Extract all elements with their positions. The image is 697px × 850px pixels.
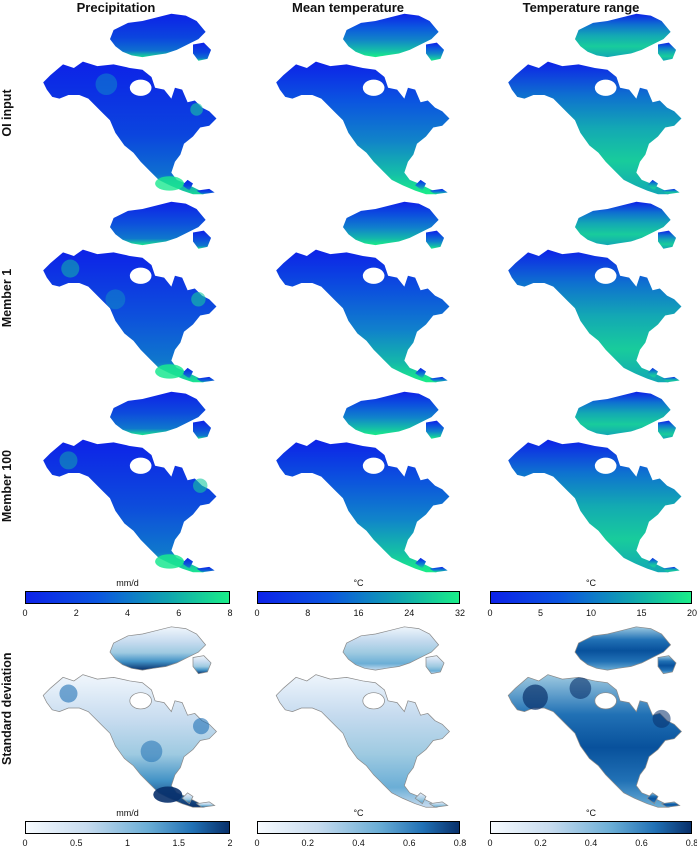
colorbar-gradient xyxy=(257,821,460,834)
colorbar-tick: 5 xyxy=(537,608,543,618)
map-oi-input-precipitation xyxy=(5,12,233,197)
colorbar-temperature-range: °C 0 5 10 15 20 xyxy=(487,578,697,620)
map-oi-input-mean-temperature xyxy=(238,12,466,197)
colorbar-tick: 0.6 xyxy=(635,838,648,848)
map-member-100-mean-temperature xyxy=(238,390,466,575)
colorbar-tick: 0 xyxy=(22,608,28,618)
colorbar-gradient xyxy=(25,821,230,834)
colorbar-sd-temperature-range: °C 0 0.2 0.4 0.6 0.8 xyxy=(487,808,697,850)
colorbar-unit: °C xyxy=(353,578,364,588)
colorbar-unit: mm/d xyxy=(116,808,139,818)
colorbar-unit: mm/d xyxy=(116,578,139,588)
colorbar-tick: 0.4 xyxy=(352,838,365,848)
map-sd-temperature-range xyxy=(470,625,697,810)
colorbar-unit: °C xyxy=(585,578,597,588)
column-title-precipitation: Precipitation xyxy=(76,0,156,15)
colorbar-sd-precipitation: mm/d 0 0.5 1 1.5 2 xyxy=(22,808,232,850)
column-title-temperature-range: Temperature range xyxy=(522,0,640,15)
colorbar-tick: 32 xyxy=(454,608,465,618)
colorbar-precipitation: mm/d 0 2 4 6 8 xyxy=(22,578,232,620)
colorbar-tick: 16 xyxy=(353,608,364,618)
colorbar-gradient xyxy=(490,821,692,834)
colorbar-tick: 0 xyxy=(254,838,260,848)
colorbar-gradient xyxy=(25,591,230,604)
colorbar-sd-mean-temperature: °C 0 0.2 0.4 0.6 0.8 xyxy=(254,808,466,850)
colorbar-tick: 8 xyxy=(305,608,311,618)
map-sd-precipitation xyxy=(5,625,233,810)
colorbar-tick: 0 xyxy=(487,608,493,618)
colorbar-tick: 0.5 xyxy=(69,838,83,848)
colorbar-tick: 4 xyxy=(124,608,130,618)
colorbar-gradient xyxy=(257,591,460,604)
map-sd-mean-temperature xyxy=(238,625,466,810)
colorbar-tick: 20 xyxy=(686,608,697,618)
colorbar-tick: 0.8 xyxy=(685,838,697,848)
colorbar-tick: 0.8 xyxy=(453,838,467,848)
colorbar-tick: 15 xyxy=(636,608,647,618)
colorbar-tick: 0.2 xyxy=(534,838,547,848)
colorbar-tick: 24 xyxy=(404,608,415,618)
map-oi-input-temperature-range xyxy=(470,12,697,197)
colorbar-tick: 0.2 xyxy=(301,838,314,848)
colorbar-tick: 0 xyxy=(22,838,28,848)
colorbar-tick: 2 xyxy=(73,608,79,618)
colorbar-tick: 0.4 xyxy=(584,838,598,848)
colorbar-mean-temperature: °C 0 8 16 24 32 xyxy=(254,578,465,620)
column-title-mean-temperature: Mean temperature xyxy=(292,0,404,15)
map-member-100-precipitation xyxy=(5,390,233,575)
colorbar-tick: 0.6 xyxy=(402,838,416,848)
colorbar-tick: 6 xyxy=(176,608,182,618)
colorbar-unit: °C xyxy=(353,808,364,818)
map-member-100-temperature-range xyxy=(470,390,697,575)
colorbar-tick: 0 xyxy=(254,608,260,618)
colorbar-tick: 1 xyxy=(124,838,130,848)
colorbar-tick: 8 xyxy=(227,608,233,618)
colorbar-gradient xyxy=(490,591,692,604)
colorbar-tick: 2 xyxy=(227,838,233,848)
colorbar-tick: 0 xyxy=(487,838,493,848)
colorbar-tick: 10 xyxy=(585,608,596,618)
colorbar-tick: 1.5 xyxy=(172,838,185,848)
colorbar-unit: °C xyxy=(585,808,597,818)
map-member-1-mean-temperature xyxy=(238,200,466,385)
map-member-1-temperature-range xyxy=(470,200,697,385)
map-member-1-precipitation xyxy=(5,200,233,385)
